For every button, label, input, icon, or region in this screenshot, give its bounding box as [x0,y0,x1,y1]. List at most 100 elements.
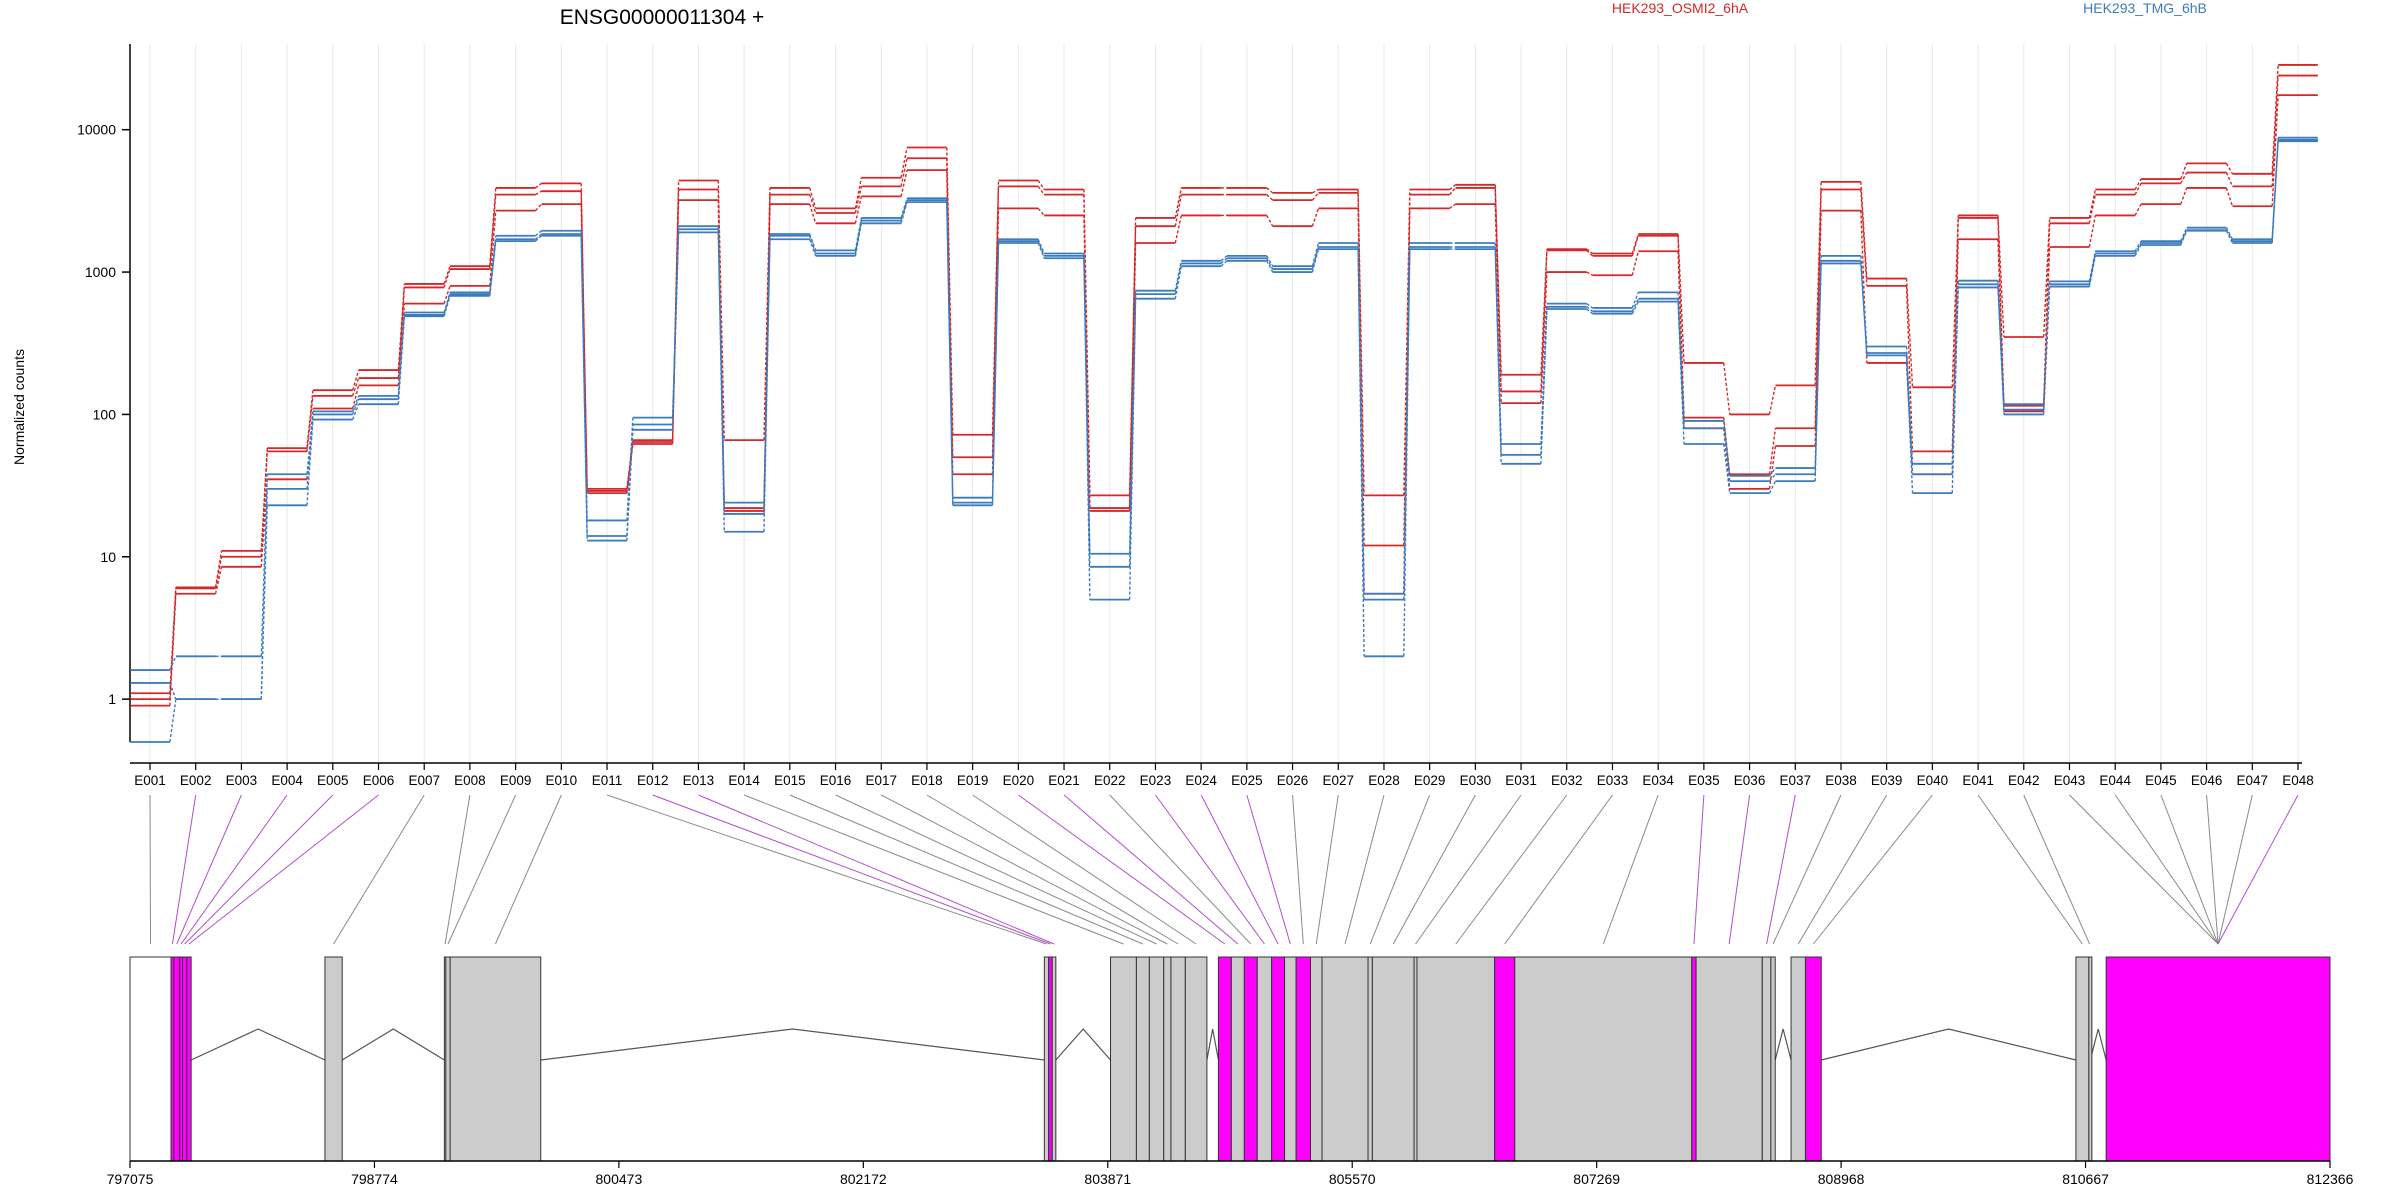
series-1-connector [443,268,451,288]
x-tick-label: E019 [957,773,989,788]
exon-box-e001 [129,956,172,1162]
series-1-connector [2134,183,2142,195]
exon-box-e017 [1163,956,1172,1162]
series-0-connector [1403,189,1411,496]
x-tick-label: E012 [637,773,669,788]
series-3-connector [1586,303,1594,309]
exon-box-e021 [1230,956,1245,1162]
exon-connector-e020 [1018,794,1226,945]
series-2-connector [900,169,908,197]
series-3-connector [535,230,542,237]
series-1-connector [2225,172,2234,187]
exon-connector-e047 [2217,794,2253,945]
coordinate-tick-label: 808968 [1818,1171,1865,1187]
series-0-connector [1266,187,1274,194]
coordinate-tick-label: 797075 [107,1171,154,1187]
x-tick-label: E039 [1871,773,1903,788]
series-2-connector [1494,204,1502,404]
series-1-connector [1631,235,1639,257]
y-tick-label: 100 [93,406,117,422]
exon-connector-e043 [2069,794,2219,945]
exon-box-e009 [445,956,451,1162]
series-5-connector [580,235,588,541]
y-tick-label: 1000 [85,264,116,280]
x-tick-label: E041 [1962,773,1994,788]
intron-line [540,1028,1045,1061]
series-2-connector [214,566,223,594]
series-0-connector [1723,362,1731,415]
x-tick-label: E046 [2191,773,2223,788]
y-ticks: 1 10 100 1000 10000 [77,122,130,707]
exon-box-e003 [173,956,181,1162]
exon-box-e040 [1804,956,1822,1162]
exon-connector-e024 [1200,794,1279,945]
series-0-connector [1037,180,1045,190]
exon-connector-e015 [789,794,1144,945]
series-5-connector [306,419,314,506]
x-tick-label: E017 [865,773,897,788]
series-2-connector [534,203,542,212]
exon-connector-e007 [333,794,425,945]
exon-connector-e037 [1766,794,1796,945]
exon-connector-e039 [1797,794,1888,945]
exon-connector-e018 [926,794,1179,945]
series-5-connector [2042,286,2051,415]
coordinate-axis: 797075 798774 800473 802172 803871 805570 8072… [107,1160,2354,1187]
series-5-connector [1403,249,1411,657]
series-2-connector [489,210,497,286]
exon-connector-e014 [743,794,1124,945]
series-0-connector [2134,178,2142,190]
exon-box-e032 [1416,956,1496,1162]
exon-box-e006 [186,956,192,1162]
series-3-connector [2225,227,2234,240]
x-tick-label: E030 [1460,773,1492,788]
x-tick-label: E014 [728,773,760,788]
intron-line [1055,1028,1111,1061]
series-5-connector [1174,266,1182,299]
intron-line [1774,1028,1792,1061]
y-tick-label: 10000 [77,122,116,138]
exon-box-e039 [1790,956,1806,1162]
x-tick-label: E022 [1094,773,1126,788]
series-2-connector [2180,187,2188,205]
exon-connector-e032 [1455,794,1568,945]
exon-box-e037 [1761,956,1772,1162]
series-5-connector [1540,309,1548,464]
exon-box-e038 [1770,956,1776,1162]
series-1-connector [2180,172,2188,184]
exon-box-e014 [1110,956,1137,1162]
exon-connector-e028 [1344,794,1385,945]
exon-box-e018 [1170,956,1186,1162]
series-1-connector [351,377,360,397]
x-tick-label: E010 [546,773,578,788]
series-1-connector [854,186,863,214]
series-1-connector [1128,226,1137,509]
series-2-connector [1997,239,2005,412]
series-0-connector [809,187,817,209]
x-tick-label: E031 [1505,773,1537,788]
series-5-connector [352,403,360,420]
exon-connector-e001 [149,794,152,945]
exon-connector-e033 [1504,794,1613,945]
series-2-connector [1266,215,1274,227]
exon-connector-e042 [2023,794,2091,945]
exon-connector-e035 [1693,794,1705,945]
series-5-connector [260,505,268,700]
exon-box-e026 [1295,956,1311,1162]
series-5-connector [1220,260,1228,267]
series-0-connector [1951,215,1959,388]
series-0-connector [535,182,542,189]
x-tick-label: E018 [911,773,943,788]
x-tick-label: E043 [2054,773,2086,788]
exon-box-e029 [1367,956,1373,1162]
series-4-connector [1768,473,1776,482]
series-3-connector [260,474,268,657]
exon-box-e043 [2105,956,2331,1162]
series-lines [130,64,2318,743]
exon-connector-e010 [494,794,562,945]
exon-connector-e031 [1415,794,1522,945]
series-5-connector [2271,141,2279,244]
x-tick-label: E029 [1414,773,1446,788]
series-5-connector [946,202,954,506]
x-tick-label: E005 [317,773,349,788]
